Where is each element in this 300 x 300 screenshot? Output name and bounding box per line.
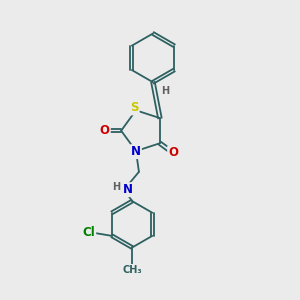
Text: Cl: Cl bbox=[82, 226, 95, 239]
Text: CH₃: CH₃ bbox=[122, 265, 142, 275]
Text: N: N bbox=[123, 183, 133, 196]
Text: O: O bbox=[168, 146, 178, 159]
Text: H: H bbox=[161, 86, 169, 96]
Text: N: N bbox=[131, 145, 141, 158]
Text: S: S bbox=[130, 101, 139, 115]
Text: O: O bbox=[100, 124, 110, 137]
Text: H: H bbox=[112, 182, 121, 192]
